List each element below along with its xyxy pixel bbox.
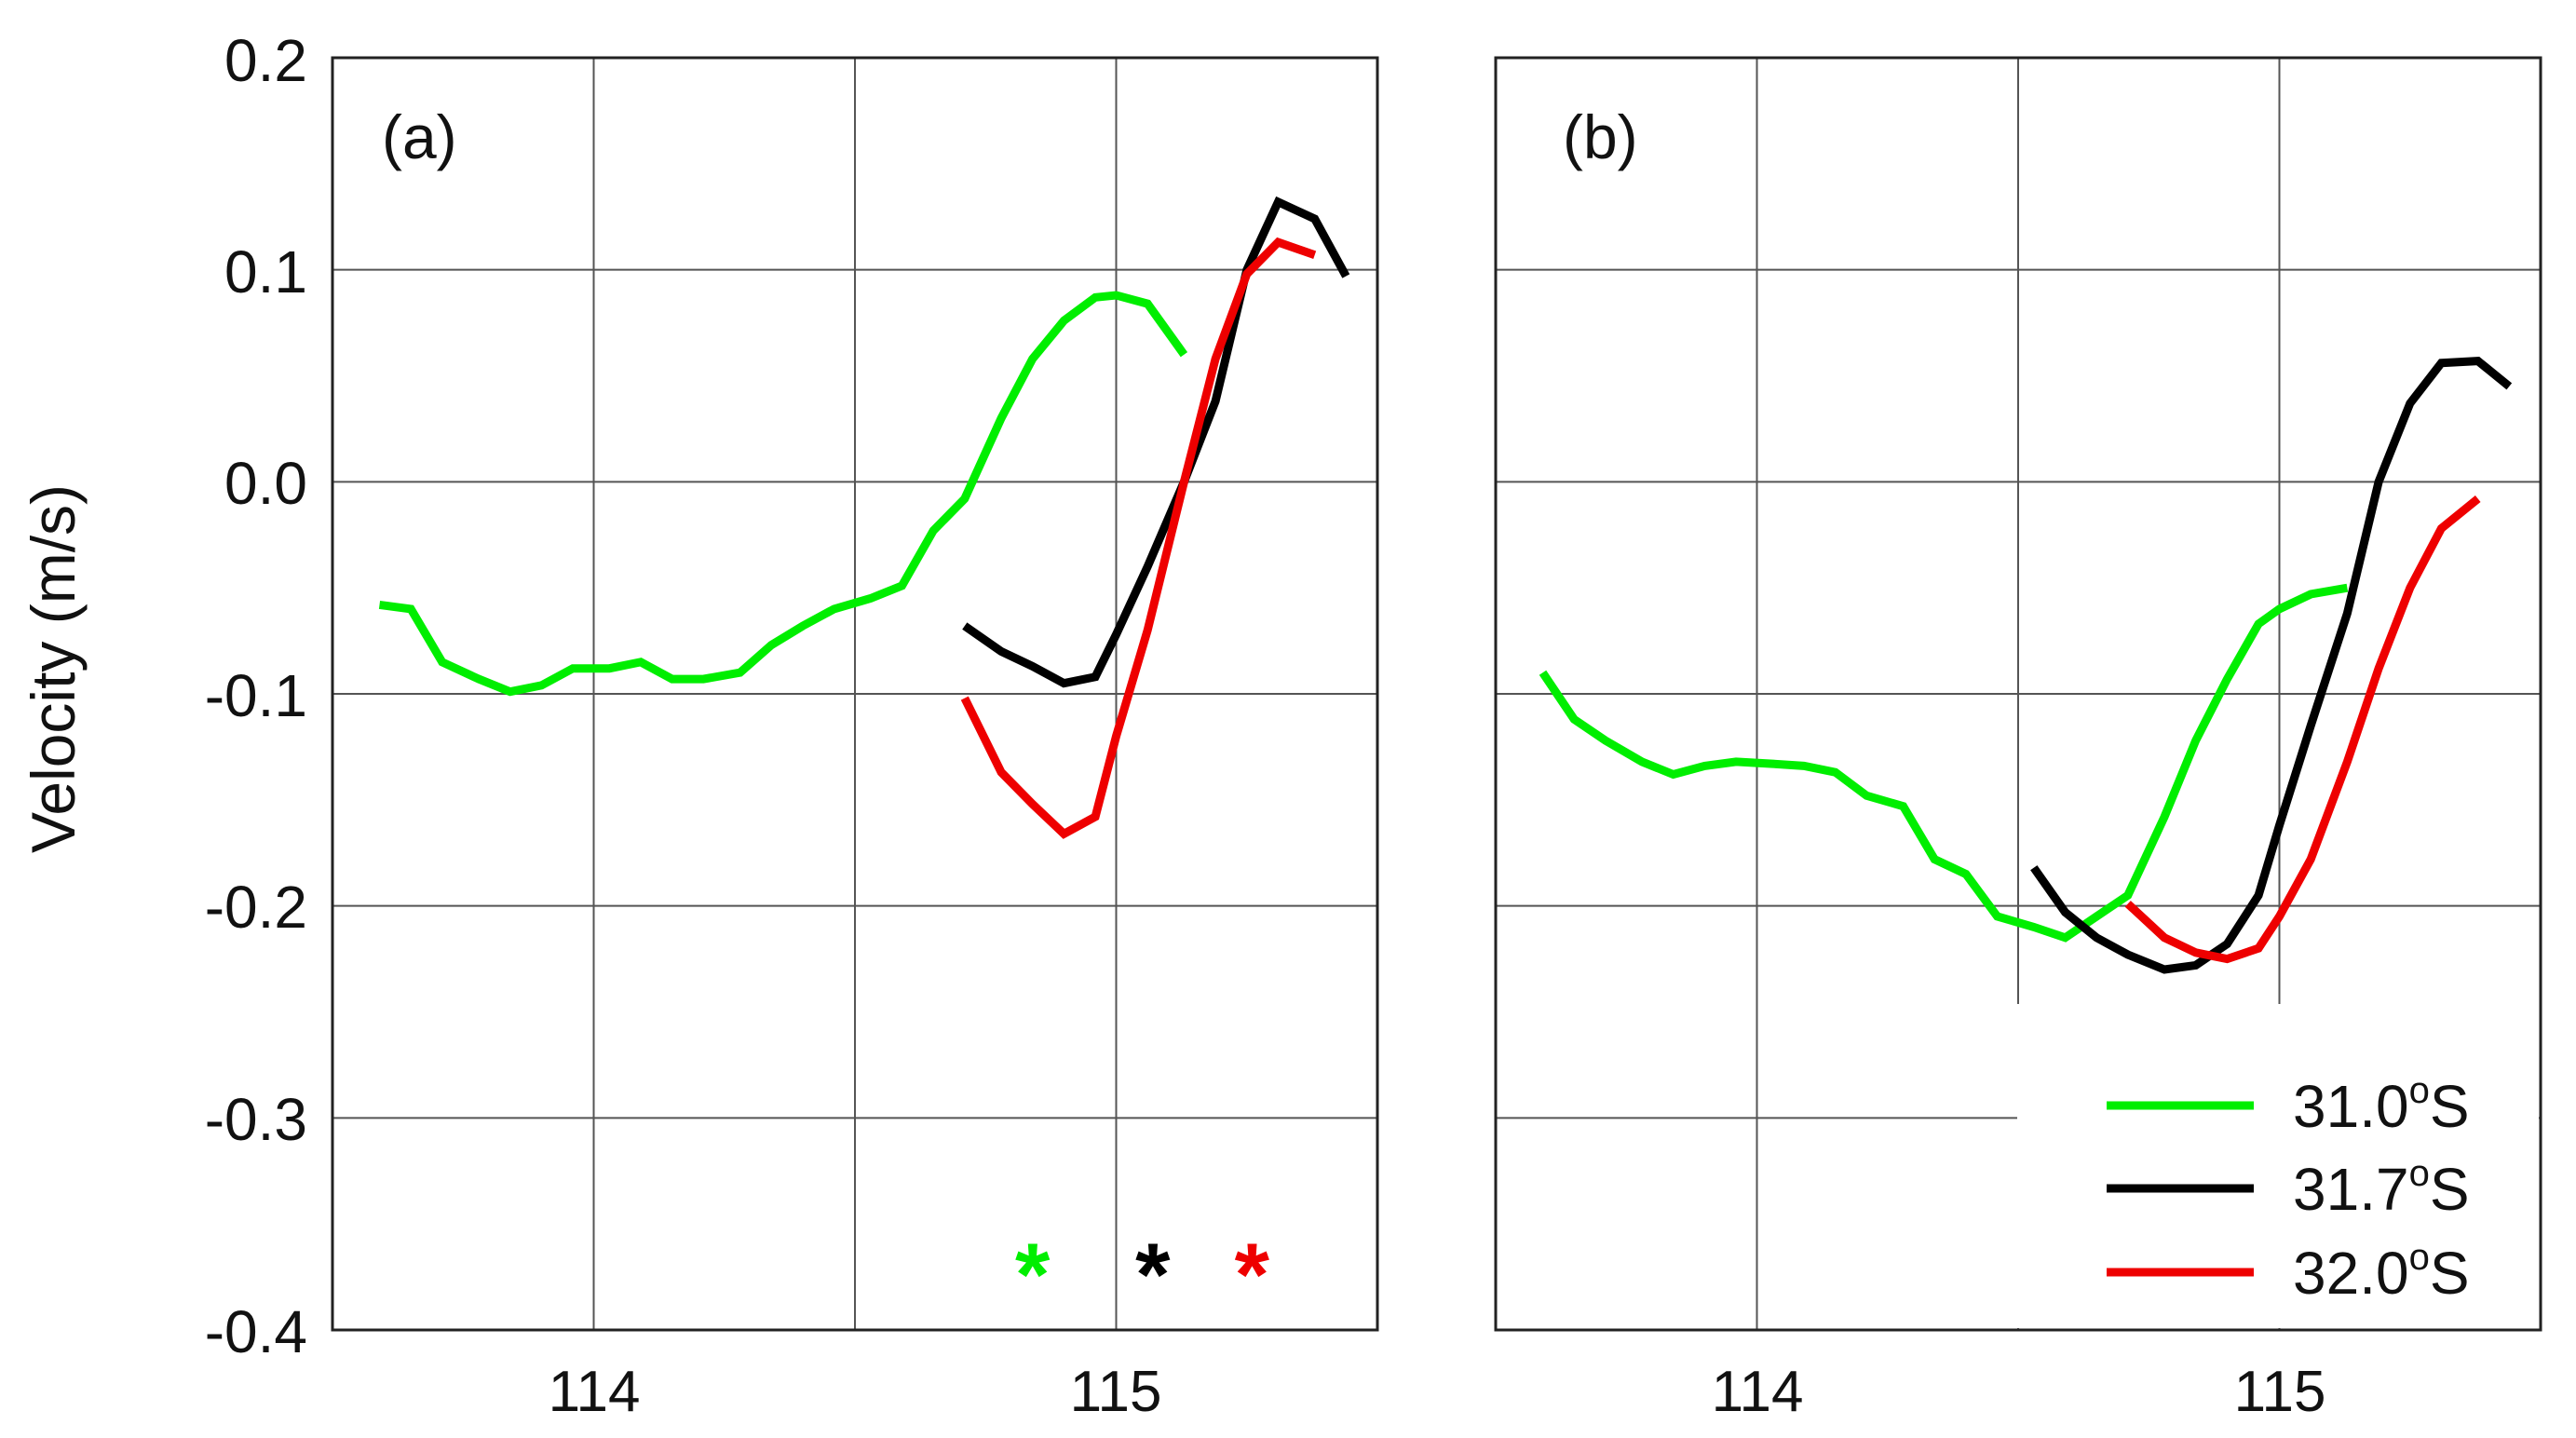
legend-box [2017,1004,2539,1328]
legend: 31.0oS 31.7oS 32.0oS [2017,1004,2539,1328]
legend-label-31-0: 31.0oS [2293,1070,2470,1140]
grid-a [332,58,1377,1330]
series-line [2124,495,2481,964]
series-line [2030,357,2513,974]
x-tick-labels-b: 114 115 [1712,1360,2326,1424]
legend-label-end: S [2430,1156,2470,1223]
legend-label-31-7: 31.7oS [2293,1153,2470,1223]
legend-label-main: 32.0 [2293,1240,2409,1307]
y-tick-label: -0.2 [205,874,307,941]
panel-b-frame [1494,56,2542,1332]
series-line [960,237,1317,839]
legend-label-sup: o [2409,1237,2430,1278]
legend-label-sup: o [2409,1070,2430,1111]
y-tick-label: -0.4 [205,1298,307,1365]
x-tick-labels-a: 114 115 [549,1360,1162,1424]
panel-b: (b) 114 115 31.0oS 31.7oS 32.0oS [1494,56,2542,1424]
x-tick-label: 115 [2234,1360,2326,1424]
panel-b-label: (b) [1563,102,1638,171]
series-b [1539,357,2513,974]
x-tick-label: 115 [1070,1360,1162,1424]
y-tick-labels: 0.2 0.1 0.0 -0.1 -0.2 -0.3 -0.4 [205,27,307,1365]
legend-label-main: 31.0 [2293,1073,2409,1140]
series-line [962,196,1350,688]
star-marker: * [1235,1226,1270,1325]
y-tick-label: 0.0 [224,450,307,517]
y-axis-title: Velocity (m/s) [19,484,88,853]
legend-label-32-0: 32.0oS [2293,1237,2470,1307]
y-tick-label: 0.1 [224,238,307,305]
panel-a-label: (a) [382,102,457,171]
panel-a-frame [331,56,1379,1332]
series-line [1539,583,2349,943]
legend-label-end: S [2430,1073,2470,1140]
series-line [378,291,1188,697]
legend-label-main: 31.7 [2293,1156,2409,1223]
y-tick-label: -0.3 [205,1086,307,1153]
markers-a: * * * [1015,1226,1270,1325]
series-a [378,196,1350,839]
y-tick-label: -0.1 [205,662,307,729]
star-marker: * [1015,1226,1051,1325]
x-tick-label: 114 [549,1360,641,1424]
panel-a: * * * (a) 114 115 [331,56,1379,1424]
y-tick-label: 0.2 [224,27,307,94]
star-marker: * [1135,1226,1171,1325]
legend-label-end: S [2430,1240,2470,1307]
x-tick-label: 114 [1712,1360,1804,1424]
legend-label-sup: o [2409,1153,2430,1194]
